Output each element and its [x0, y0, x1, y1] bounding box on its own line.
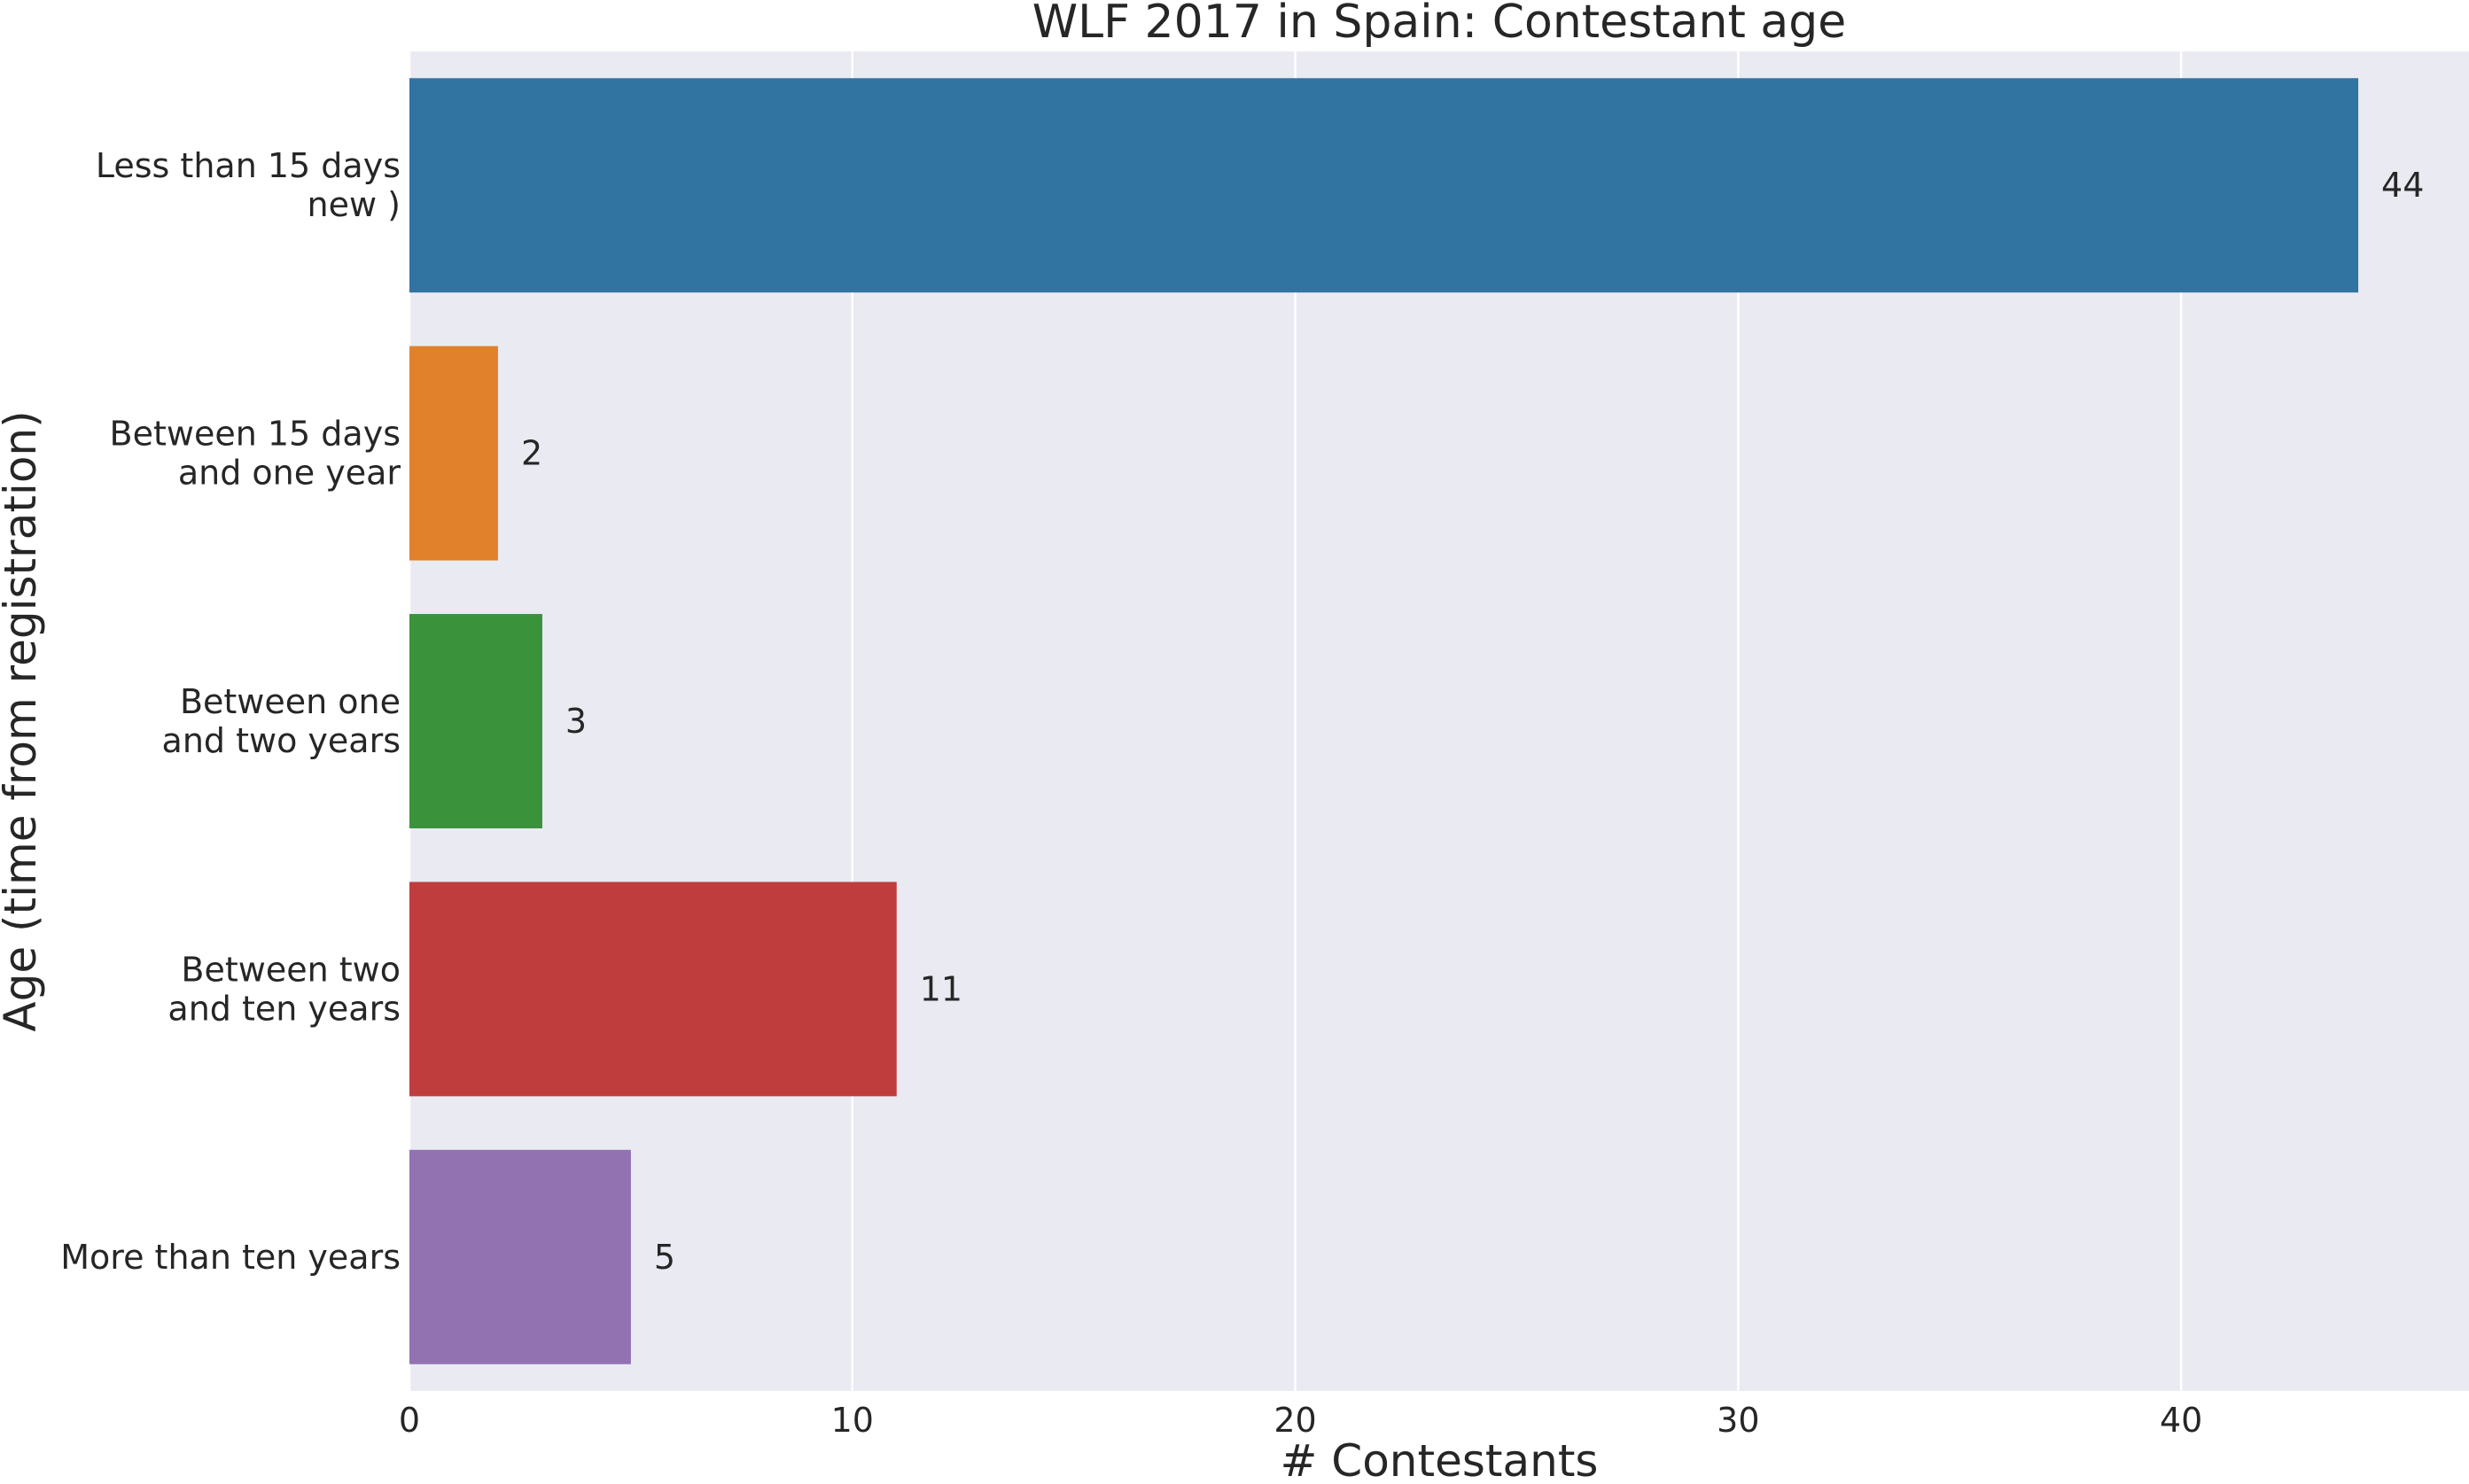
category-labels: Less than 15 days new )Between 15 days and…: [60, 146, 401, 1277]
category-label-line: and ten years: [167, 989, 401, 1028]
category-label-line: More than ten years: [60, 1238, 401, 1277]
category-label-1: Between 15 days and one year: [110, 415, 401, 493]
category-label-line: Less than 15 days: [96, 146, 401, 185]
x-tick-labels: 0 10 20 30 40: [399, 1401, 2202, 1440]
x-tick-label-4: 40: [2160, 1401, 2202, 1440]
x-tick-label-0: 0: [399, 1401, 420, 1440]
bars: [409, 78, 2359, 1364]
bar-2: [409, 614, 542, 828]
x-tick-label-3: 30: [1717, 1401, 1759, 1440]
category-label-3: Between two and ten years: [167, 950, 401, 1028]
chart-title: WLF 2017 in Spain: Contestant age: [1032, 0, 1847, 49]
category-label-line: and one year: [178, 454, 401, 493]
bar-0: [409, 78, 2359, 293]
value-label-0: 44: [2381, 166, 2424, 205]
bar-1: [409, 346, 498, 561]
value-label-2: 3: [565, 702, 587, 741]
bar-4: [409, 1149, 631, 1364]
category-label-line: new ): [308, 185, 401, 224]
category-label-line: Between one: [180, 682, 401, 721]
value-labels: 44 2 3 11 5: [521, 166, 2424, 1277]
category-label-0: Less than 15 days new ): [96, 146, 401, 224]
value-label-4: 5: [654, 1238, 675, 1277]
category-label-line: and two years: [162, 721, 401, 760]
x-tick-label-2: 20: [1273, 1401, 1316, 1440]
y-axis-label: Age (time from registration): [0, 410, 46, 1031]
x-axis-label: # Contestants: [1281, 1435, 1599, 1484]
bar-3: [409, 882, 897, 1097]
x-tick-label-1: 10: [831, 1401, 874, 1440]
category-label-2: Between one and two years: [162, 682, 401, 760]
category-label-4: More than ten years: [60, 1238, 401, 1277]
category-label-line: Between 15 days: [110, 415, 401, 454]
value-label-3: 11: [920, 969, 962, 1008]
value-label-1: 2: [521, 434, 542, 473]
category-label-line: Between two: [181, 950, 401, 989]
